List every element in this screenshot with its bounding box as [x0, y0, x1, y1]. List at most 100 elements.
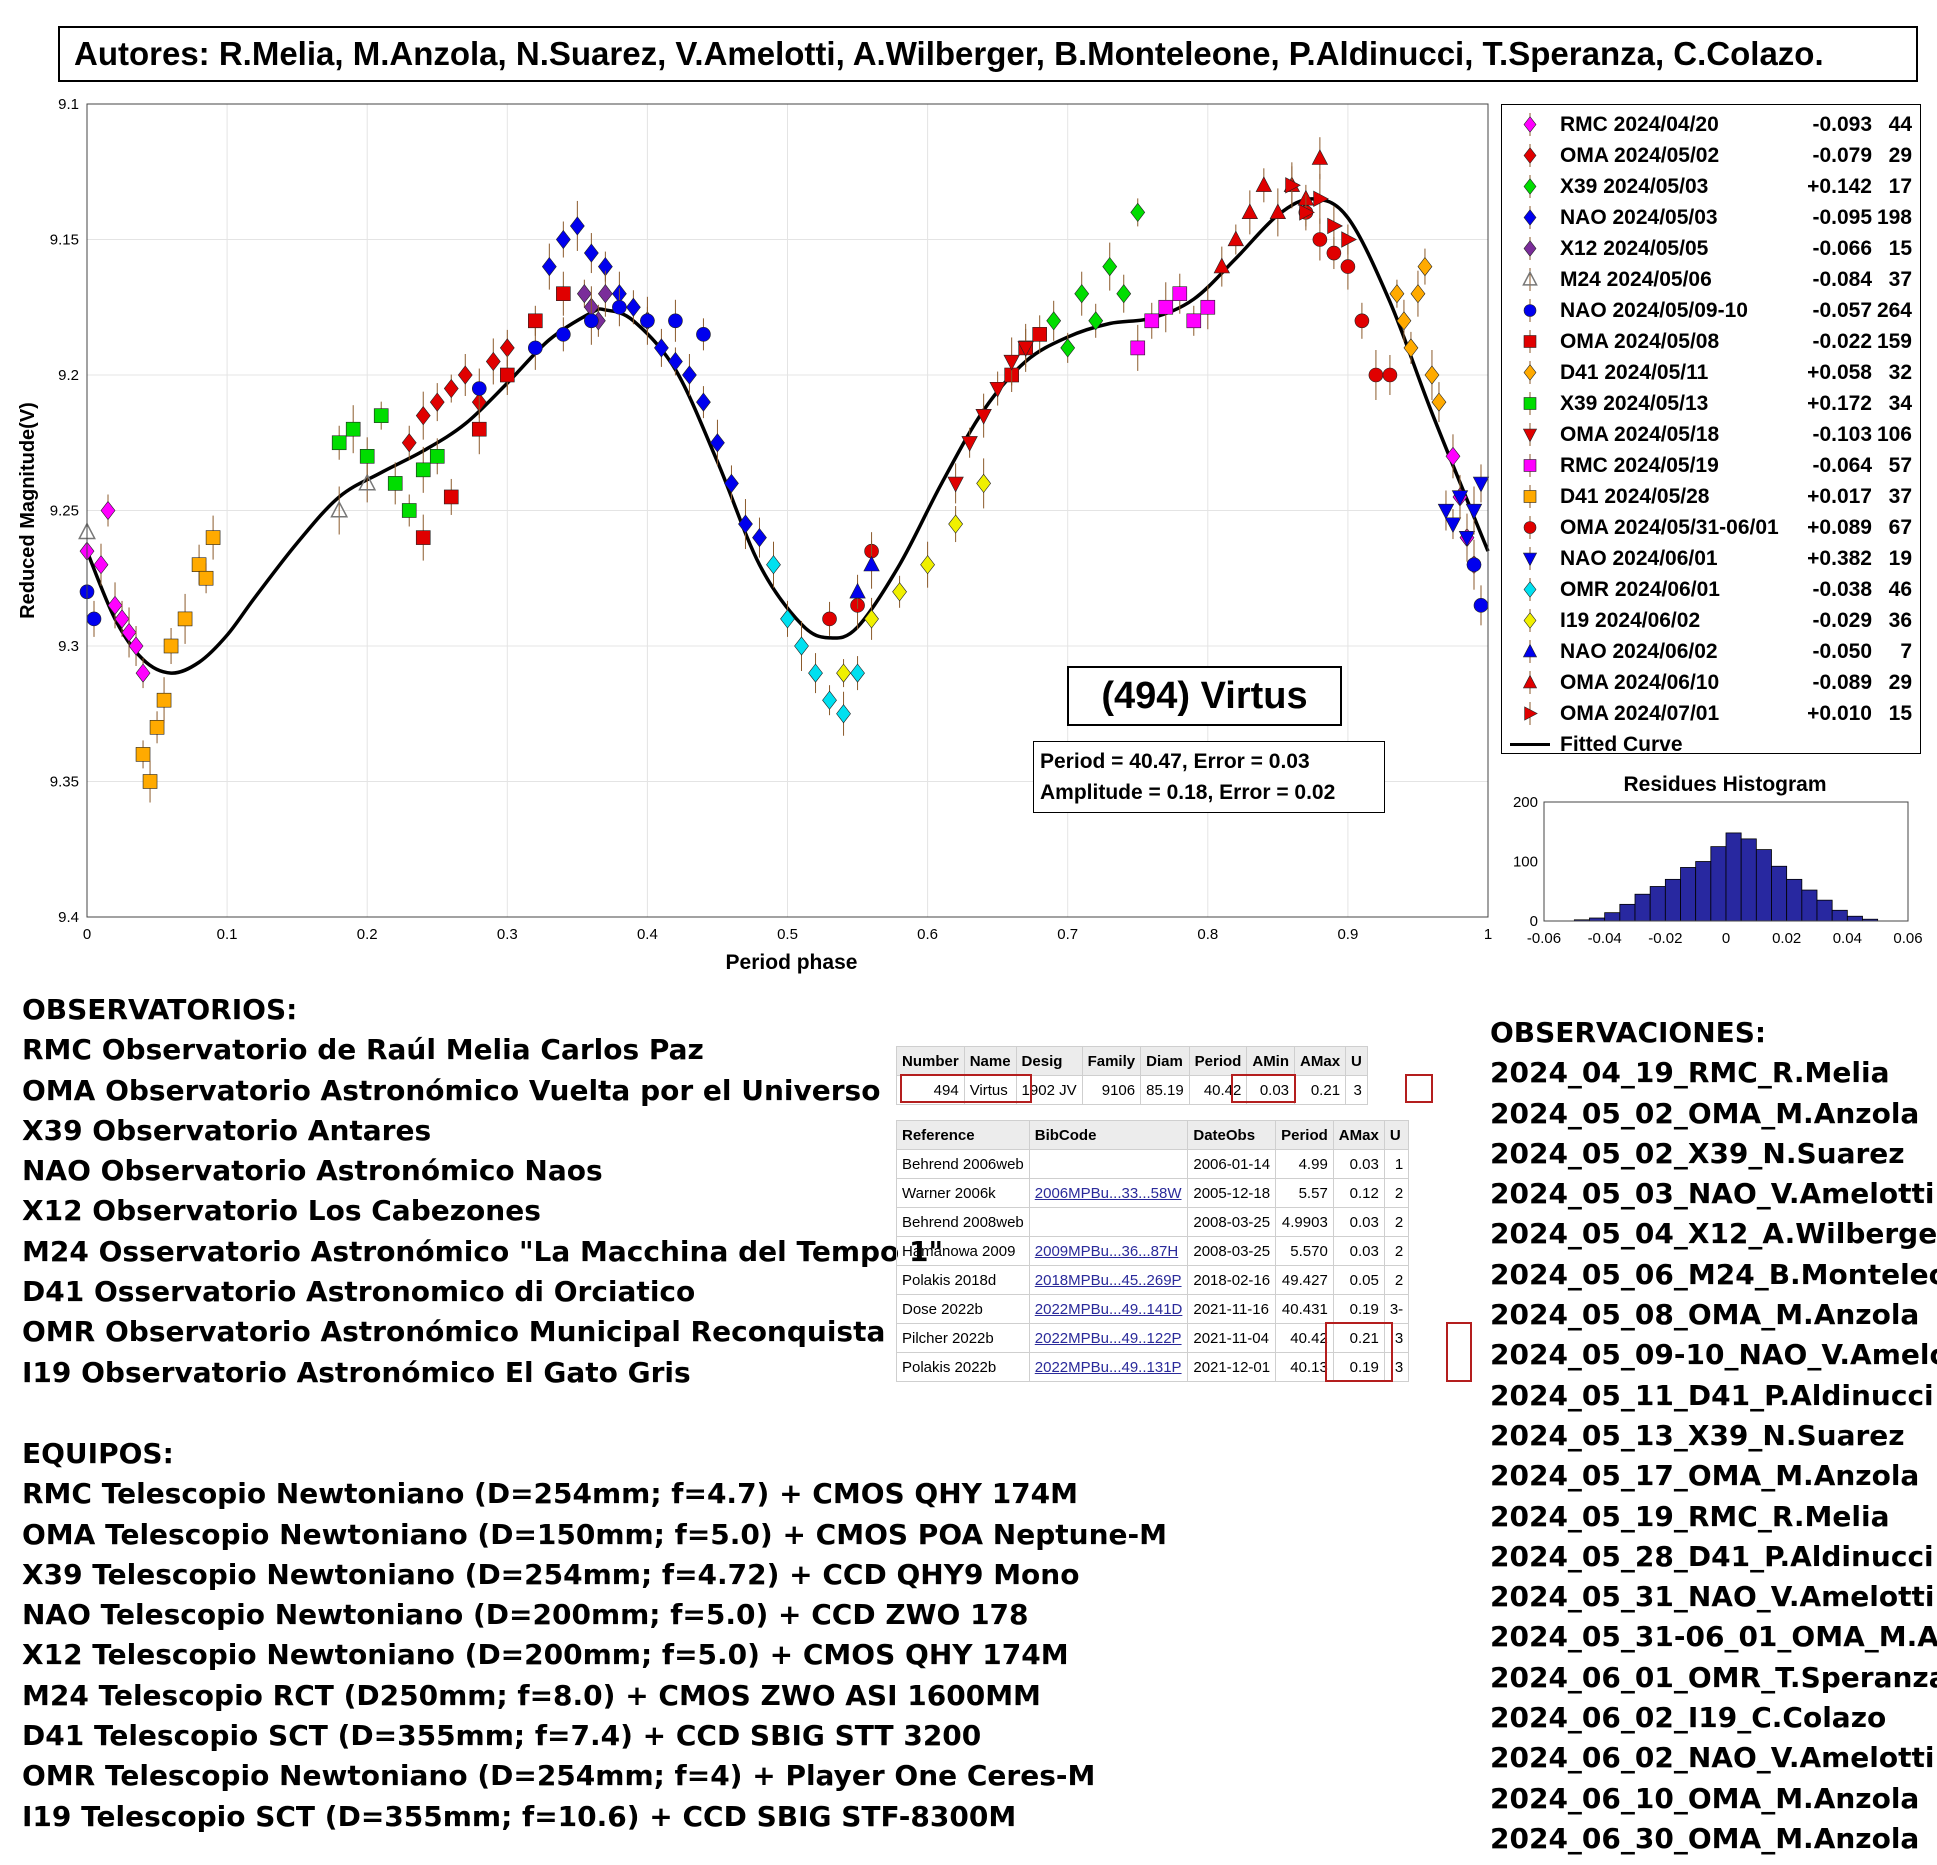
data-point [1144, 313, 1160, 329]
data-point [1445, 446, 1461, 466]
y-tick-label: 9.1 [58, 96, 79, 113]
bibcode-link[interactable]: 2022MPBu...49..131P [1028, 1352, 1189, 1382]
y-tick-label: 9.2 [58, 367, 79, 384]
reference-cell: Behrend 2008web [896, 1207, 1030, 1237]
bibcode-link[interactable]: 2022MPBu...49..122P [1028, 1323, 1189, 1353]
legend-count: 29 [1888, 671, 1912, 694]
reference-cell: 2018-02-16 [1187, 1265, 1277, 1295]
summary-column-header: Period [1188, 1046, 1248, 1076]
reference-cell: 2006-01-14 [1187, 1149, 1277, 1179]
x-tick-label: 0.6 [917, 926, 938, 943]
histogram-bar [1710, 846, 1727, 922]
data-point [640, 313, 655, 329]
observacion-item: 2024_05_13_X39_N.Suarez [1490, 1418, 1905, 1452]
data-point [471, 421, 487, 437]
legend-marker [1523, 144, 1537, 167]
equipo-item: D41 Telescopio SCT (D=355mm; f=7.4) + CC… [22, 1719, 982, 1753]
data-point [822, 690, 837, 710]
data-point [850, 663, 865, 683]
reference-cell: 0.05 [1332, 1265, 1385, 1295]
observacion-item: 2024_04_19_RMC_R.Melia [1490, 1056, 1890, 1090]
reference-cell: Behrend 2006web [896, 1149, 1030, 1179]
legend-marker [1522, 268, 1538, 291]
bibcode-link[interactable]: 2009MPBu...36...87H [1028, 1236, 1189, 1266]
reference-cell: 0.21 [1332, 1323, 1385, 1353]
data-point [1458, 530, 1476, 547]
period-stat: Period = 40.47, Error = 0.03 [1040, 750, 1310, 773]
y-tick-label: 9.15 [50, 232, 79, 249]
data-point [1312, 232, 1328, 247]
data-point [1255, 176, 1273, 192]
legend-offset: -0.095 [1812, 206, 1872, 229]
observatorio-item: I19 Observatorio Astronómico El Gato Gri… [22, 1355, 691, 1389]
data-point [1116, 284, 1132, 304]
legend-marker [1523, 330, 1537, 353]
reference-cell: Dose 2022b [896, 1294, 1030, 1324]
data-point [1472, 476, 1490, 493]
data-point [836, 663, 851, 683]
data-point [555, 229, 571, 250]
reference-column-header: AMax [1332, 1120, 1385, 1150]
legend-offset: -0.038 [1812, 578, 1872, 601]
data-point [1466, 557, 1482, 573]
histogram-bar [1816, 899, 1833, 922]
data-point [989, 381, 1006, 398]
legend-marker [1522, 640, 1538, 663]
bibcode-link[interactable]: 2018MPBu...45..269P [1028, 1265, 1189, 1295]
x-axis-label: Period phase [726, 951, 858, 974]
legend-count: 264 [1876, 299, 1912, 322]
histogram-bar [1801, 889, 1818, 922]
x-tick-label: 0.1 [217, 926, 238, 943]
data-point [387, 476, 403, 491]
histogram-bar [1664, 878, 1681, 922]
data-point [1186, 313, 1202, 329]
data-point [1088, 311, 1104, 331]
equipo-item: I19 Telescopio SCT (D=355mm; f=10.6) + C… [22, 1799, 1017, 1833]
data-point [1172, 286, 1188, 302]
lcdb-references-table: Reference BibCode DateObs Period AMax U Behre… [896, 1120, 1410, 1382]
data-point [1130, 202, 1146, 222]
data-point [961, 436, 978, 452]
legend-entry: OMA 2024/05/08 -0.022 159 [1502, 326, 1920, 357]
data-point [156, 692, 172, 708]
hist-y-tick-label: 200 [1513, 794, 1538, 811]
data-point [822, 611, 837, 627]
data-point [682, 365, 697, 385]
observacion-item: 2024_06_10_OMA_M.Anzola [1490, 1781, 1920, 1815]
equipos-title: EQUIPOS: [22, 1437, 174, 1470]
summary-column-header: Family [1081, 1046, 1142, 1076]
summary-cell: 3 [1345, 1075, 1368, 1105]
data-point [1269, 203, 1287, 219]
observatorio-item: X39 Observatorio Antares [22, 1113, 432, 1147]
lightcurve-chart: 0 0.1 0.2 0.3 0.4 0.5 0.6 0.7 0.8 0.9 1 9.1 9.15 9.2 9… [17, 96, 1492, 974]
data-point [863, 555, 880, 572]
bibcode-link[interactable]: 2006MPBu...33...58W [1028, 1178, 1189, 1208]
legend-entry: OMA 2024/05/18 -0.103 106 [1502, 419, 1920, 450]
data-point [1326, 245, 1342, 261]
data-point [415, 462, 431, 478]
data-point [1017, 341, 1034, 357]
y-tick-label: 9.35 [50, 774, 79, 791]
reference-cell: 0.19 [1332, 1294, 1385, 1324]
legend-marker [1522, 671, 1538, 694]
data-point [864, 609, 879, 629]
bibcode-link[interactable]: 2022MPBu...49..141D [1028, 1294, 1189, 1324]
series-2 [1046, 198, 1146, 363]
x-tick-label: 0.9 [1337, 926, 1358, 943]
reference-cell [1028, 1207, 1189, 1237]
legend-entry: X12 2024/05/05 -0.066 15 [1502, 233, 1920, 264]
series-9 [331, 401, 445, 527]
legend-count: 44 [1888, 113, 1912, 136]
reference-cell: Warner 2006k [896, 1178, 1030, 1208]
data-point [1313, 190, 1329, 208]
legend-marker-shape [1522, 270, 1538, 286]
legend-marker-shape [1523, 521, 1537, 534]
fitted-curve [85, 197, 1490, 675]
data-point [836, 704, 851, 724]
legend-entry: RMC 2024/05/19 -0.064 57 [1502, 450, 1920, 481]
y-axis-label: Reduced Magnitude(V) [17, 402, 39, 619]
highlight-ref-periods [1325, 1322, 1393, 1382]
histogram-bar [1786, 878, 1803, 922]
legend-label: Fitted Curve [1560, 733, 1683, 756]
reference-cell: 2005-12-18 [1187, 1178, 1277, 1208]
